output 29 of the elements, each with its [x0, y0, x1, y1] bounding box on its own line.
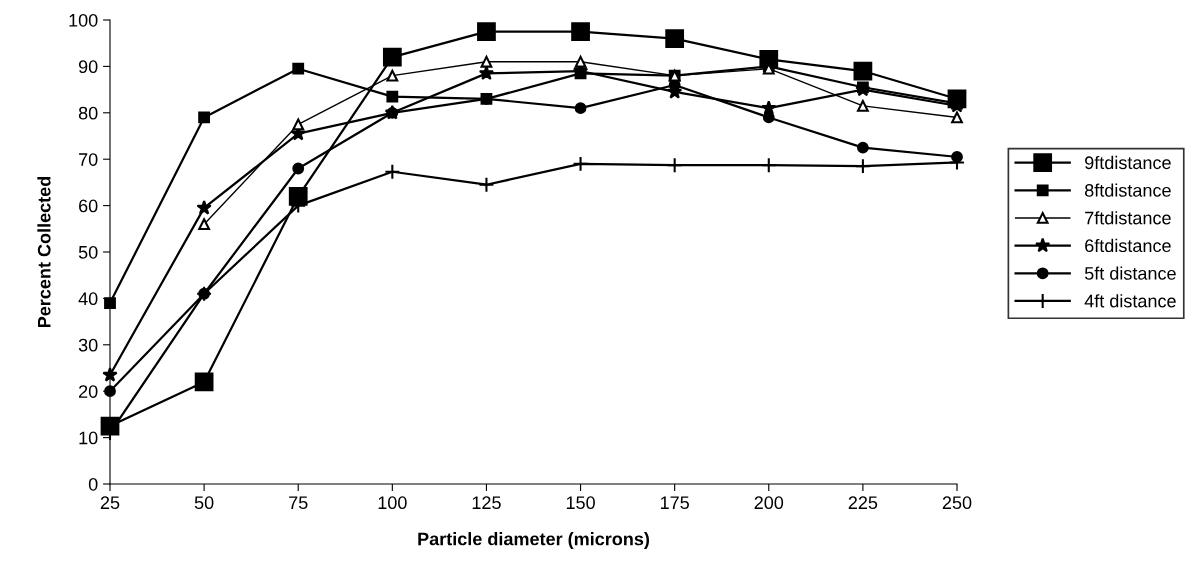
y-tick-label: 100 — [69, 13, 98, 27]
x-tick-label: 50 — [194, 496, 214, 510]
x-tick-label: 175 — [660, 496, 689, 510]
x-tick-label: 150 — [566, 496, 595, 510]
legend-label: 9ftdistance — [1085, 155, 1171, 170]
y-tick-label: 50 — [78, 245, 98, 259]
x-tick-label: 200 — [754, 496, 784, 510]
legend-label: 4ft distance — [1084, 294, 1176, 308]
legend-label: 7ftdistance — [1085, 211, 1171, 225]
legend-label: 5ft distance — [1084, 266, 1176, 280]
x-tick-label: 75 — [289, 496, 308, 510]
y-tick-label: 20 — [79, 385, 98, 398]
x-tick-label: 25 — [100, 496, 120, 510]
x-tick-label: 125 — [472, 496, 501, 510]
y-tick-label: 40 — [78, 292, 98, 306]
y-tick-label: 60 — [79, 199, 98, 213]
x-tick-label: 250 — [942, 496, 972, 510]
legend-label: 6ftdistance — [1085, 238, 1171, 253]
x-axis-title: Particle diameter (microns) — [418, 532, 650, 549]
x-tick-label: 225 — [848, 496, 878, 510]
y-tick-label: 90 — [78, 60, 98, 74]
y-tick-label: 30 — [78, 338, 98, 352]
y-tick-label: 80 — [78, 106, 98, 120]
y-tick-label: 0 — [88, 477, 98, 491]
x-tick-label: 100 — [378, 496, 407, 510]
legend-label: 8ftdistance — [1085, 183, 1171, 197]
y-tick-label: 70 — [79, 153, 98, 166]
y-tick-label: 10 — [79, 431, 98, 445]
y-axis-title: Percent Collected — [37, 176, 51, 328]
